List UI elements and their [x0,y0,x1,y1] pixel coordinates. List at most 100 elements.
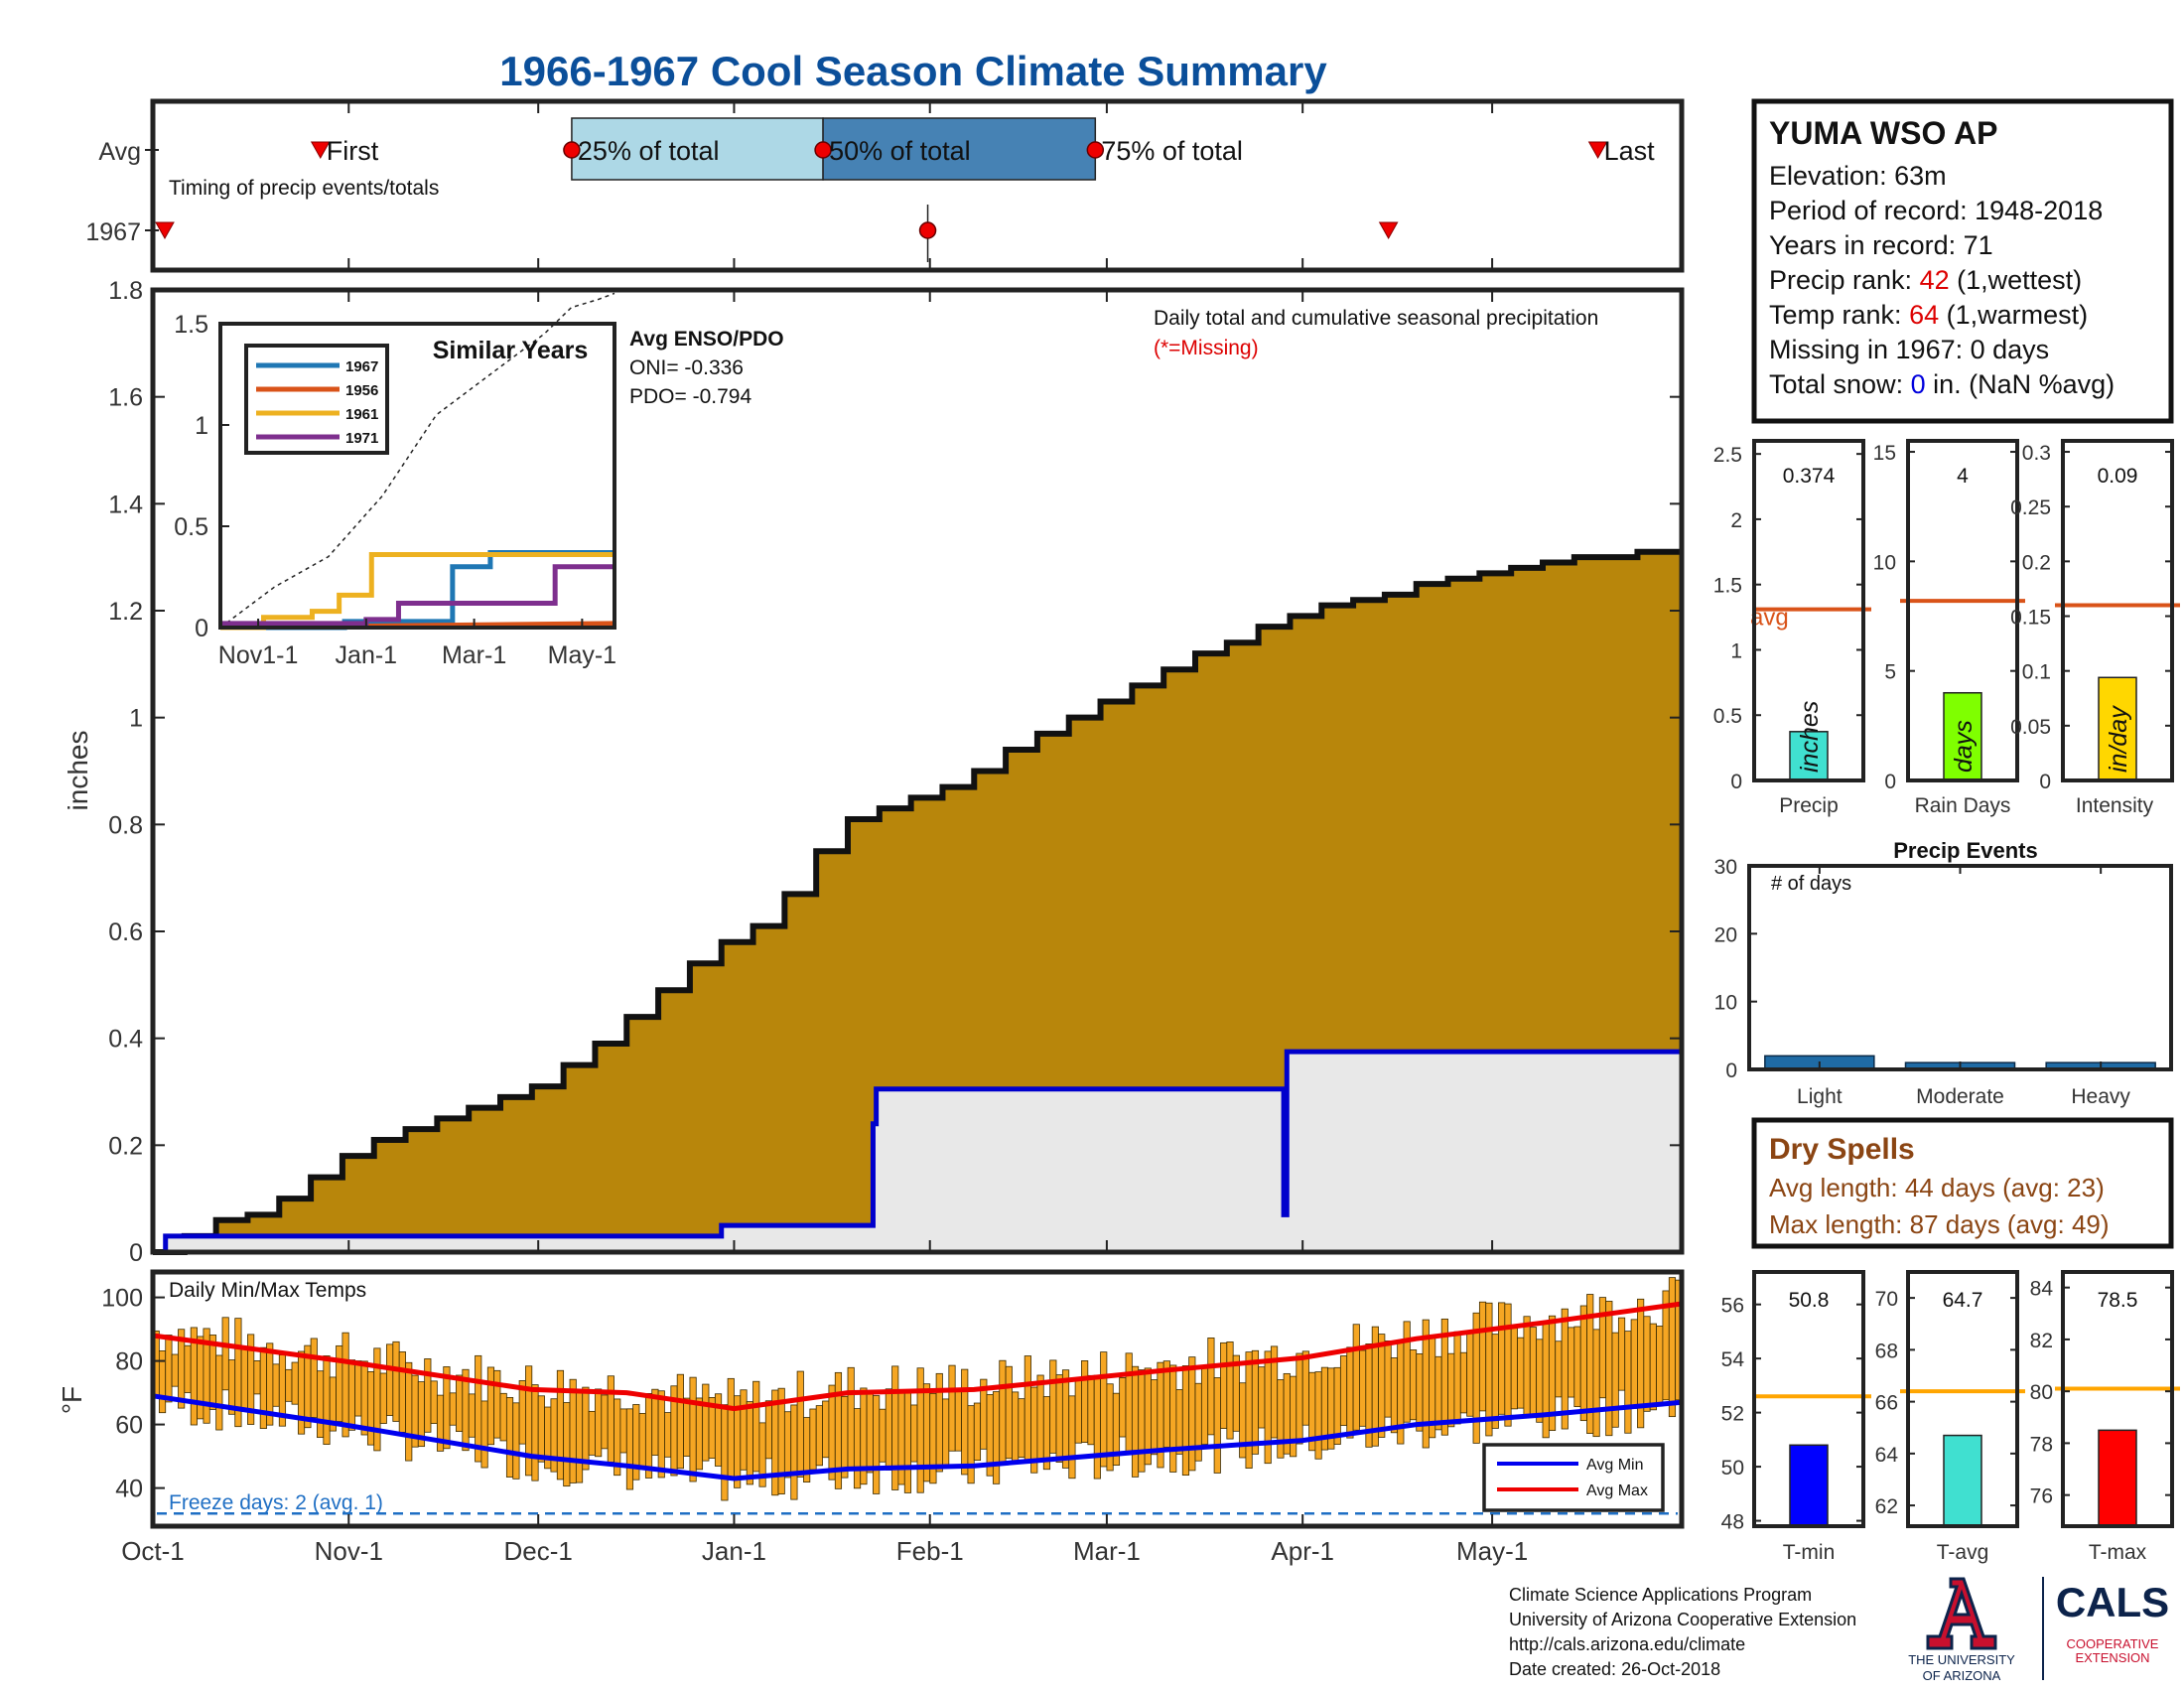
mini-ytick-label: 0 [1884,771,1896,793]
precip-ytick-label-5: 1 [129,705,143,733]
daily-temp-bar [556,1369,565,1481]
daily-temp-bar [746,1401,753,1485]
daily-temp-bar [405,1361,413,1462]
daily-temp-bar [1226,1341,1234,1440]
daily-temp-bar [1181,1365,1190,1477]
xtick-label-Dec-1: Dec-1 [504,1536,573,1566]
inset-xtick-label-1: Jan-1 [336,641,398,669]
daily-temp-bar [480,1400,488,1469]
timing-last-marker [1587,141,1608,160]
footer: Climate Science Applications Program Uni… [1509,1577,2169,1683]
daily-temp-bar [1409,1349,1418,1421]
ua-block-a-icon [1926,1577,1997,1650]
daily-temp-bar [1301,1350,1309,1426]
mini-x-label: Rain Days [1915,794,2011,817]
daily-temp-bar [1498,1302,1506,1415]
daily-temp-bar [942,1398,950,1467]
precip-events-title: Precip Events [1893,838,2038,863]
daily-temp-bar [1131,1365,1140,1478]
mini-value-label: 4 [1957,465,1969,488]
temp-rank-value: 64 [1909,300,1939,330]
events-ytick-label: 20 [1714,923,1737,946]
daily-temp-bar [1668,1277,1677,1418]
daily-temp-bar [505,1397,514,1478]
daily-temp-bar [1630,1319,1638,1409]
daily-temp-bar [992,1391,1001,1484]
daily-temp-bar [790,1404,798,1500]
daily-temp-bar [1074,1379,1082,1444]
daily-temp-bar [323,1355,331,1445]
daily-temp-bar [1213,1377,1221,1474]
daily-temp-bar [853,1408,862,1489]
daily-temp-bar [1081,1360,1089,1443]
inset-xtick-label-3: May-1 [548,641,616,669]
dry-spells: Dry Spells Avg length: 44 days (avg: 23)… [1751,1117,2174,1249]
xtick-label-Mar-1: Mar-1 [1073,1536,1141,1566]
events-x-label-moderate: Moderate [1916,1085,2004,1108]
precip-ytick-label-7: 1.4 [108,491,143,518]
events-axes: 0 10 20 30 Light Moderate Heavy [1714,856,2131,1108]
cals-line2: EXTENSION [2075,1650,2149,1665]
daily-temp-bar [954,1390,962,1452]
daily-temp-bar [1018,1398,1025,1458]
university-of-arizona-logo: THE UNIVERSITY OF ARIZONA [1908,1577,2015,1683]
temp-mini-value: 64.7 [1943,1289,1983,1312]
xtick-label-Oct-1: Oct-1 [121,1536,185,1566]
oni-value: ONI= -0.336 [629,356,744,379]
mini-ytick-label: 0.1 [2022,661,2051,684]
daily-temp-bar [764,1400,773,1460]
mini-ytick-label: 0.2 [2022,551,2051,574]
daily-temp-bar [1339,1355,1348,1426]
daily-temp-bar [563,1402,571,1487]
enso-title: Avg ENSO/PDO [629,328,784,351]
daily-temp-bar [1656,1326,1664,1407]
daily-temp-bar [1207,1338,1215,1436]
events-ytick-label: 0 [1725,1059,1737,1082]
daily-temp-bar [1264,1350,1272,1465]
daily-temp-bar [601,1394,609,1450]
inset-legend-items: 1967 1956 1961 1971 [256,358,378,447]
daily-temp-bar [285,1368,293,1402]
daily-temp-bar [1125,1352,1133,1454]
daily-temp-bar [721,1404,729,1501]
mini-ytick-label: 0.25 [2010,496,2051,519]
station-years: Years in record: 71 [1769,230,1993,260]
daily-temp-bar [531,1384,539,1481]
temp-mini-x-label: T-min [1783,1541,1836,1564]
mini-bar-unit: inches [1796,701,1824,773]
daily-temp-bar [879,1408,887,1463]
temp-frame [150,1269,1685,1529]
daily-temp-bar [493,1369,501,1439]
inset-x-axis: Nov1-1 Jan-1 Mar-1 May-1 [218,619,616,669]
daily-temp-bar [1290,1375,1297,1458]
mini-avg-label: avg [1750,605,1789,632]
precip-mini-charts: inches avg 0 0.5 1 1.5 2 2.5 0.374 Precip days 0 5 10… [1713,439,2180,817]
inset-legend-label-1971: 1971 [345,430,378,447]
freeze-label: Freeze days: 2 (avg. 1) [169,1491,383,1514]
daily-temp-bar [657,1390,665,1479]
daily-temp-bar [752,1380,760,1473]
inset-title: Similar Years [433,337,589,364]
precip-y-label: inches [63,731,93,811]
daily-temp-bar [1605,1301,1613,1437]
inset-legend-label-1956: 1956 [345,382,378,399]
inset-legend-label-1967: 1967 [345,358,378,375]
xtick-label-Feb-1: Feb-1 [896,1536,964,1566]
daily-temp-bar [240,1345,248,1412]
dry-spells-title: Dry Spells [1769,1133,1915,1166]
daily-temp-bar [1384,1340,1392,1418]
daily-temp-bar [1390,1357,1399,1434]
mini-value-label: 0.09 [2098,465,2138,488]
daily-temp-bar [619,1408,627,1454]
mini-bar-unit: days [1950,720,1978,773]
daily-temp-bar [1232,1354,1240,1432]
mini-ytick-label: 10 [1873,551,1896,574]
temp-mini-t-min: 48 50 52 54 56 50.8 T-min [1721,1270,1871,1564]
temp-mini-ytick-label: 50 [1721,1457,1744,1480]
mini-ytick-label: 2 [1730,509,1742,532]
temp-mini-bar [2098,1429,2137,1527]
timing-first-label: First [327,136,379,166]
daily-temp-bar [885,1388,892,1471]
daily-temp-bar [866,1391,874,1474]
